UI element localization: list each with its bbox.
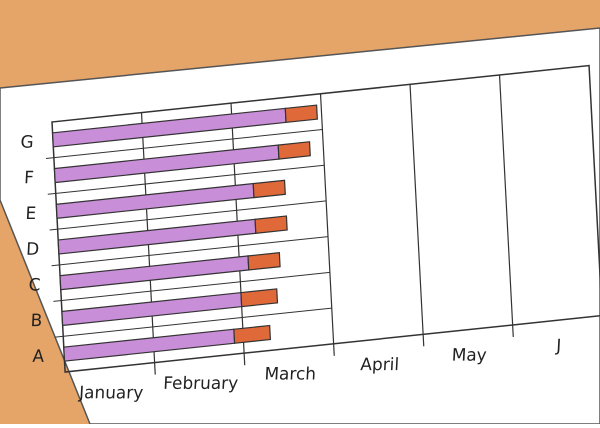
row-line — [53, 271, 330, 302]
row-line — [51, 236, 329, 267]
grid-line — [498, 74, 514, 338]
x-tick-label: March — [264, 364, 317, 384]
bar-segment — [254, 215, 288, 234]
grid-line — [409, 84, 425, 347]
bar-segment — [247, 252, 281, 271]
y-tick-label: C — [28, 275, 41, 295]
bar-segment — [240, 288, 279, 308]
y-tick-label: B — [30, 311, 43, 331]
x-tick-label: J — [555, 336, 562, 356]
x-tick-label: January — [78, 383, 144, 403]
x-tick-label: May — [451, 346, 487, 366]
y-tick-label: G — [20, 133, 34, 153]
bar-segment — [252, 179, 286, 199]
y-tick-label: D — [26, 240, 40, 260]
bar-segment — [277, 141, 311, 160]
grid-line — [319, 93, 335, 356]
bar-segment — [284, 104, 318, 124]
row-line — [45, 128, 323, 160]
x-tick-label: February — [163, 374, 239, 394]
bar-segment — [233, 324, 272, 344]
row-line — [49, 200, 327, 231]
row-line — [47, 164, 325, 195]
x-tick-label: April — [360, 355, 400, 375]
y-tick-label: A — [32, 347, 45, 367]
row-line — [55, 307, 332, 338]
y-tick-label: E — [25, 204, 37, 224]
y-tick-label: F — [24, 168, 35, 188]
